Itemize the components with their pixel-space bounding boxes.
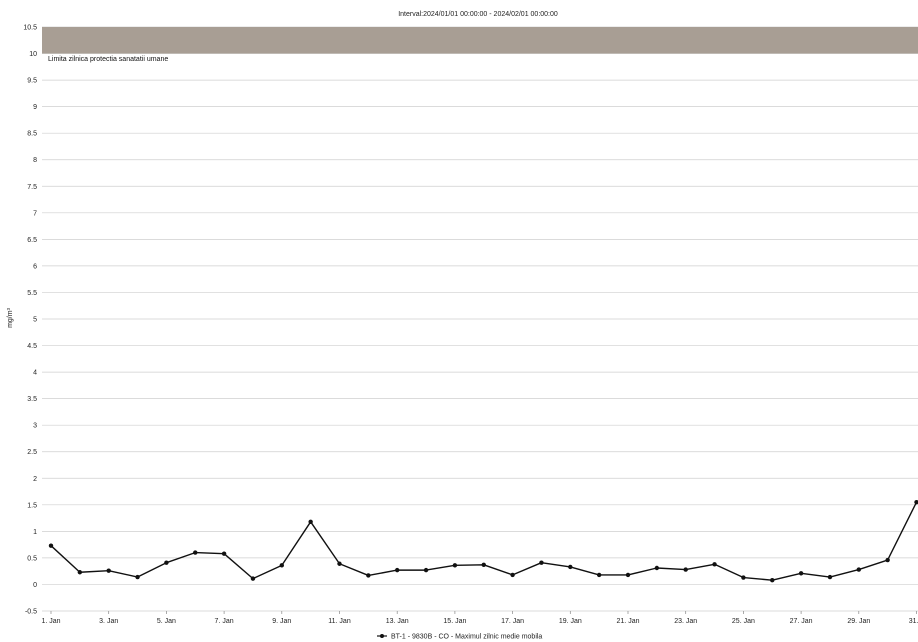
data-point[interactable]	[539, 560, 544, 565]
data-point[interactable]	[885, 557, 890, 563]
data-point[interactable]	[193, 550, 198, 555]
data-point[interactable]	[654, 565, 660, 571]
legend-marker-swatch	[380, 634, 384, 638]
y-tick-label: -0.5	[25, 609, 37, 616]
data-point[interactable]	[827, 574, 833, 580]
y-tick-label: 1.5	[27, 502, 37, 509]
data-point[interactable]	[914, 499, 918, 505]
y-tick-label: 8.5	[27, 131, 37, 138]
data-point[interactable]	[337, 561, 342, 566]
data-point[interactable]	[712, 562, 717, 567]
y-tick-label: 4.5	[27, 343, 37, 350]
data-point[interactable]	[596, 572, 602, 578]
y-tick-label: 10.5	[23, 25, 37, 32]
x-tick-label: 5. Jan	[157, 618, 176, 625]
x-tick-label: 17. Jan	[501, 618, 524, 625]
y-tick-label: 3.5	[27, 396, 37, 403]
y-tick-label: 5	[33, 317, 37, 324]
y-tick-label: 8	[33, 157, 37, 164]
data-point[interactable]	[366, 573, 371, 578]
y-tick-label: 5.5	[27, 290, 37, 297]
y-tick-label: 6	[33, 263, 37, 270]
x-tick-label: 1. Jan	[41, 618, 60, 625]
gridlines	[42, 26, 918, 612]
data-point[interactable]	[250, 576, 256, 581]
y-tick-label: 7.5	[27, 184, 37, 191]
data-point[interactable]	[279, 563, 284, 568]
x-tick-label: 23. Jan	[674, 618, 697, 625]
x-tick-label: 27. Jan	[790, 618, 813, 625]
threshold-band-rect	[42, 27, 918, 54]
data-point[interactable]	[683, 567, 688, 572]
legend-label: BT-1 - 9830B - CO - Maximul zilnic medie…	[391, 634, 542, 641]
threshold-band-label: Limita zilnica protectia sanatatii umane	[48, 56, 168, 63]
data-point[interactable]	[452, 563, 458, 568]
y-tick-label: 0.5	[27, 555, 37, 562]
x-tick-label: 19. Jan	[559, 618, 582, 625]
y-axis-label: mg/m³	[7, 307, 14, 328]
legend[interactable]: BT-1 - 9830B - CO - Maximul zilnic medie…	[377, 634, 542, 641]
y-tick-label: 2	[33, 476, 37, 483]
data-point[interactable]	[106, 568, 111, 573]
y-tick-label: 6.5	[27, 237, 37, 244]
data-point[interactable]	[741, 575, 746, 580]
y-tick-label: 9.5	[27, 78, 37, 85]
series-layer	[48, 499, 918, 583]
chart-title: Interval:2024/01/01 00:00:00 - 2024/02/0…	[398, 11, 558, 18]
y-tick-label: 10	[29, 51, 37, 58]
series-line	[50, 501, 918, 581]
x-tick-label: 7. Jan	[215, 618, 234, 625]
data-point[interactable]	[135, 574, 140, 580]
data-point[interactable]	[770, 578, 775, 583]
x-tick-label: 15. Jan	[443, 618, 466, 625]
y-tick-label: 4	[33, 370, 37, 377]
y-tick-label: 9	[33, 104, 37, 111]
data-point[interactable]	[798, 571, 804, 576]
x-tick-label: 21. Jan	[617, 618, 640, 625]
x-tick-label: 31. ..	[909, 618, 918, 625]
data-point[interactable]	[77, 570, 83, 575]
y-axis-ticks: -0.5 0 0.5 1 1.5 2 2.5 3 3.5 4 4.5 5 5.5 6 6.5 7 7.5 8 8.5…	[23, 25, 37, 616]
data-point[interactable]	[510, 572, 515, 578]
y-tick-label: 1	[33, 529, 37, 536]
x-axis-ticks: 1. Jan 3. Jan 5. Jan 7. Jan 9. Jan 11. Jan 13.…	[41, 611, 918, 625]
data-point[interactable]	[856, 567, 861, 572]
y-tick-label: 3	[33, 423, 37, 430]
x-tick-label: 3. Jan	[99, 618, 118, 625]
data-point[interactable]	[481, 562, 486, 568]
data-point[interactable]	[164, 560, 169, 565]
data-point[interactable]	[395, 567, 400, 573]
x-tick-label: 29. Jan	[847, 618, 870, 625]
y-tick-label: 2.5	[27, 449, 37, 456]
x-tick-label: 9. Jan	[272, 618, 291, 625]
threshold-band: Limita zilnica protectia sanatatii umane	[42, 27, 918, 63]
data-point[interactable]	[568, 564, 573, 570]
data-point[interactable]	[48, 543, 54, 548]
x-tick-label: 13. Jan	[386, 618, 409, 625]
data-point[interactable]	[308, 519, 313, 525]
data-point[interactable]	[625, 572, 631, 578]
data-point[interactable]	[221, 551, 227, 556]
y-tick-label: 7	[33, 210, 37, 217]
x-tick-label: 11. Jan	[328, 618, 351, 625]
data-point[interactable]	[423, 567, 429, 573]
y-tick-label: 0	[33, 582, 37, 589]
x-tick-label: 25. Jan	[732, 618, 755, 625]
